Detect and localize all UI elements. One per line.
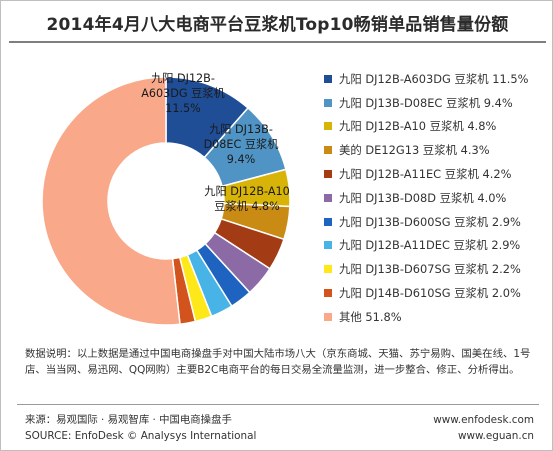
- title-divider: [9, 41, 546, 43]
- legend-item-4: 九阳 DJ12B-A11EC 豆浆机 4.2%: [324, 162, 552, 186]
- url-enfodesk[interactable]: www.enfodesk.com: [433, 414, 534, 426]
- legend-item-2: 九阳 DJ12B-A10 豆浆机 4.8%: [324, 115, 552, 139]
- legend-swatch: [324, 241, 332, 250]
- slice-label-0: 九阳 DJ12B-A603DG 豆浆机 11.5%: [141, 72, 224, 115]
- legend-label: 其他 51.8%: [339, 309, 402, 324]
- legend-label: 九阳 DJ12B-A603DG 豆浆机 11.5%: [339, 71, 529, 86]
- legend-label: 九阳 DJ13B-D600SG 豆浆机 2.9%: [339, 214, 521, 229]
- legend-item-9: 九阳 DJ14B-D610SG 豆浆机 2.0%: [324, 281, 552, 305]
- donut-slice-10: [41, 76, 181, 326]
- footer-source: 来源：易观国际 · 易观智库 · 中国电商操盘手 SOURCE: EnfoDes…: [25, 412, 256, 444]
- legend-swatch: [324, 98, 332, 107]
- legend-swatch: [324, 312, 332, 321]
- url-eguan[interactable]: www.eguan.cn: [458, 430, 534, 442]
- legend-swatch: [324, 170, 332, 179]
- data-note: 数据说明：以上数据是通过中国电商操盘手对中国大陆市场八大（京东商城、天猫、苏宁易…: [25, 348, 531, 376]
- legend-label: 九阳 DJ12B-A10 豆浆机 4.8%: [339, 119, 497, 134]
- legend-item-0: 九阳 DJ12B-A603DG 豆浆机 11.5%: [324, 67, 552, 91]
- donut-chart: 九阳 DJ12B-A603DG 豆浆机 11.5% 九阳 DJ13B-D08EC 豆…: [41, 72, 291, 326]
- source-cn: 来源：易观国际 · 易观智库 · 中国电商操盘手: [25, 414, 232, 426]
- legend-swatch: [324, 74, 332, 83]
- legend-item-8: 九阳 DJ13B-D607SG 豆浆机 2.2%: [324, 257, 552, 281]
- legend-swatch: [324, 193, 332, 202]
- legend-item-10: 其他 51.8%: [324, 305, 552, 329]
- legend-item-3: 美的 DE12G13 豆浆机 4.3%: [324, 138, 552, 162]
- legend-item-5: 九阳 DJ13B-D08D 豆浆机 4.0%: [324, 186, 552, 210]
- slice-label-2: 九阳 DJ12B-A10 豆浆机 4.8%: [204, 185, 289, 213]
- legend-swatch: [324, 122, 332, 131]
- slice-label-1: 九阳 DJ13B-D08EC 豆浆机 9.4%: [204, 123, 279, 166]
- chart-legend: 九阳 DJ12B-A603DG 豆浆机 11.5% 九阳 DJ13B-D08EC …: [324, 67, 552, 329]
- legend-swatch: [324, 146, 332, 155]
- legend-label: 九阳 DJ13B-D08EC 豆浆机 9.4%: [339, 95, 513, 110]
- legend-swatch: [324, 265, 332, 274]
- source-en: SOURCE: EnfoDesk © Analysys Internationa…: [25, 430, 257, 442]
- legend-label: 九阳 DJ13B-D607SG 豆浆机 2.2%: [339, 262, 521, 277]
- legend-label: 九阳 DJ14B-D610SG 豆浆机 2.0%: [339, 286, 521, 301]
- footer-urls: www.enfodesk.com www.eguan.cn: [433, 412, 534, 444]
- legend-label: 美的 DE12G13 豆浆机 4.3%: [339, 143, 490, 158]
- legend-label: 九阳 DJ12B-A11DEC 豆浆机 2.9%: [339, 238, 521, 253]
- legend-label: 九阳 DJ13B-D08D 豆浆机 4.0%: [339, 190, 507, 205]
- chart-title: 2014年4月八大电商平台豆浆机Top10畅销单品销售量份额: [46, 15, 509, 35]
- legend-item-7: 九阳 DJ12B-A11DEC 豆浆机 2.9%: [324, 234, 552, 258]
- legend-item-6: 九阳 DJ13B-D600SG 豆浆机 2.9%: [324, 210, 552, 234]
- legend-label: 九阳 DJ12B-A11EC 豆浆机 4.2%: [339, 167, 512, 182]
- legend-item-1: 九阳 DJ13B-D08EC 豆浆机 9.4%: [324, 91, 552, 115]
- legend-swatch: [324, 289, 332, 298]
- legend-swatch: [324, 217, 332, 226]
- footer-divider: [17, 404, 539, 405]
